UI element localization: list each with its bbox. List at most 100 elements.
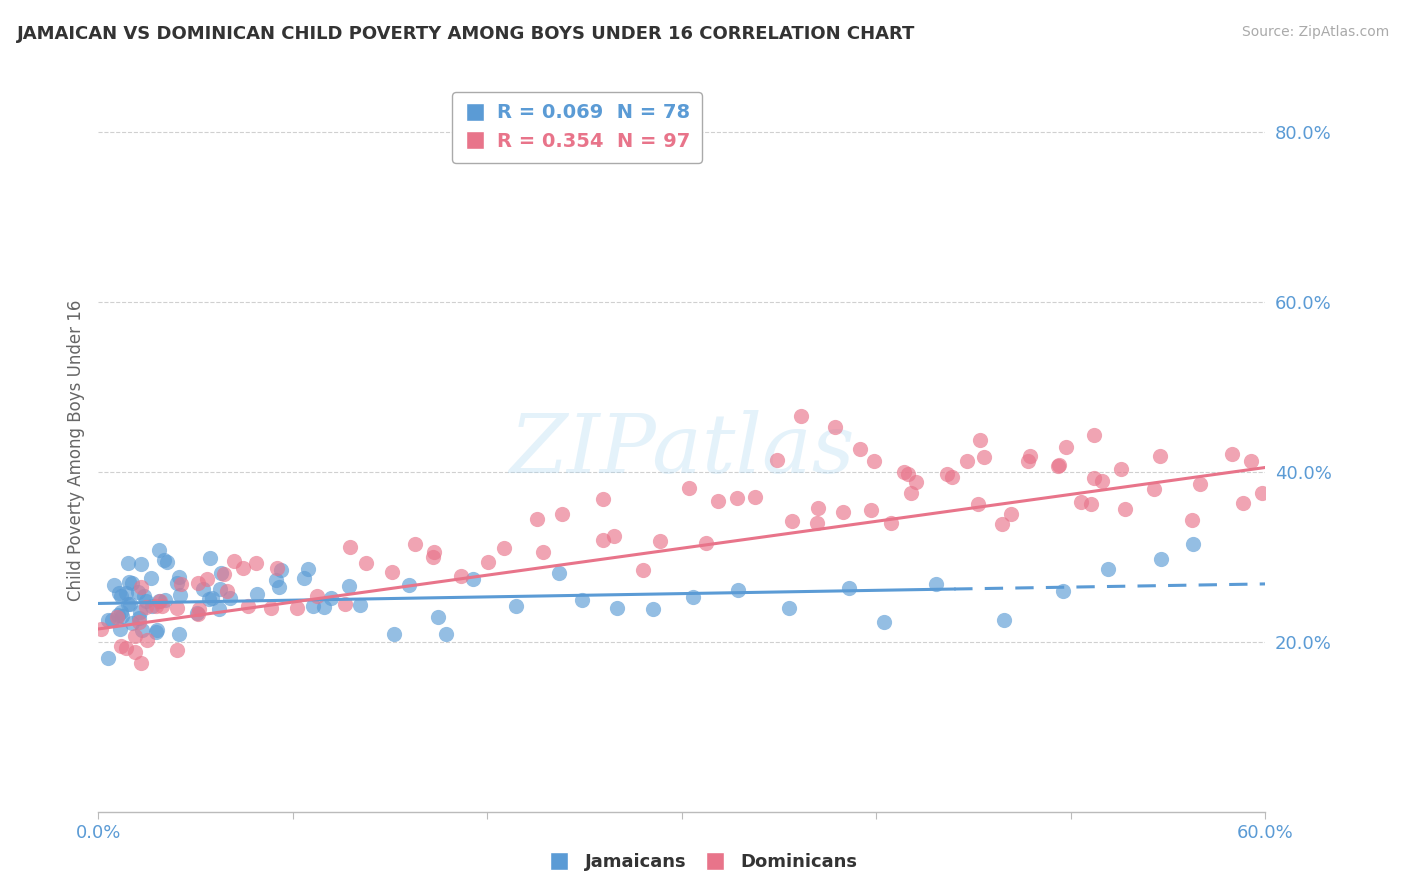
Point <box>404 537 426 551</box>
Point <box>727 582 749 597</box>
Point <box>269 580 291 594</box>
Point <box>806 516 828 530</box>
Point <box>969 433 991 447</box>
Point <box>145 599 167 614</box>
Point <box>131 623 153 637</box>
Point <box>492 541 515 555</box>
Point <box>118 597 141 611</box>
Point <box>935 467 957 481</box>
Point <box>135 593 157 607</box>
Point <box>187 607 209 621</box>
Point <box>423 545 446 559</box>
Point <box>117 597 139 611</box>
Point <box>550 507 572 521</box>
Point <box>312 599 335 614</box>
Point <box>149 594 172 608</box>
Point <box>1054 440 1077 454</box>
Point <box>128 611 150 625</box>
Point <box>1091 474 1114 488</box>
Point <box>124 645 146 659</box>
Point <box>873 615 896 629</box>
Point <box>110 605 132 619</box>
Point <box>1111 462 1133 476</box>
Point <box>201 591 224 605</box>
Point <box>166 601 188 615</box>
Point <box>571 593 593 607</box>
Point <box>148 594 170 608</box>
Point <box>90 622 112 636</box>
Point <box>900 486 922 500</box>
Point <box>838 581 860 595</box>
Point <box>832 505 855 519</box>
Point <box>1080 497 1102 511</box>
Point <box>236 599 259 613</box>
Point <box>548 566 571 581</box>
Point <box>941 470 963 484</box>
Point <box>167 627 190 641</box>
Point <box>337 579 360 593</box>
Point <box>1150 552 1173 566</box>
Point <box>993 613 1015 627</box>
Point <box>127 585 149 599</box>
Point <box>188 602 211 616</box>
Point <box>187 576 209 591</box>
Point <box>166 576 188 591</box>
Point <box>115 640 138 655</box>
Point <box>422 550 444 565</box>
Point <box>1240 454 1263 468</box>
Point <box>128 615 150 630</box>
Point <box>356 557 378 571</box>
Point <box>156 555 179 569</box>
Point <box>905 475 928 489</box>
Point <box>319 591 342 605</box>
Point <box>108 586 131 600</box>
Point <box>186 606 208 620</box>
Point <box>1046 458 1069 473</box>
Point <box>631 564 654 578</box>
Point <box>398 577 420 591</box>
Point <box>108 622 131 636</box>
Point <box>592 492 614 507</box>
Text: Source: ZipAtlas.com: Source: ZipAtlas.com <box>1241 25 1389 39</box>
Point <box>1017 454 1039 468</box>
Point <box>606 600 628 615</box>
Point <box>128 605 150 619</box>
Point <box>107 607 129 622</box>
Point <box>232 560 254 574</box>
Point <box>782 514 804 528</box>
Point <box>153 592 176 607</box>
Point <box>270 563 292 577</box>
Point <box>264 574 287 588</box>
Point <box>166 643 188 657</box>
Point <box>139 571 162 585</box>
Y-axis label: Child Poverty Among Boys Under 16: Child Poverty Among Boys Under 16 <box>66 300 84 601</box>
Point <box>643 601 665 615</box>
Point <box>135 632 157 647</box>
Point <box>169 588 191 602</box>
Point <box>294 571 316 585</box>
Point <box>129 656 152 670</box>
Legend: Jamaicans, Dominicans: Jamaicans, Dominicans <box>541 847 865 879</box>
Point <box>1019 449 1042 463</box>
Point <box>461 572 484 586</box>
Point <box>725 491 748 506</box>
Point <box>526 511 548 525</box>
Point <box>307 589 329 603</box>
Point <box>100 613 122 627</box>
Point <box>170 577 193 591</box>
Point <box>849 442 872 456</box>
Point <box>224 554 246 568</box>
Point <box>148 543 170 558</box>
Point <box>381 565 404 579</box>
Point <box>706 494 728 508</box>
Point <box>477 555 499 569</box>
Point <box>132 590 155 604</box>
Point <box>146 623 169 637</box>
Point <box>766 453 789 467</box>
Point <box>110 640 132 654</box>
Point <box>744 490 766 504</box>
Point <box>131 557 153 571</box>
Point <box>245 557 267 571</box>
Point <box>208 582 231 596</box>
Point <box>678 481 700 495</box>
